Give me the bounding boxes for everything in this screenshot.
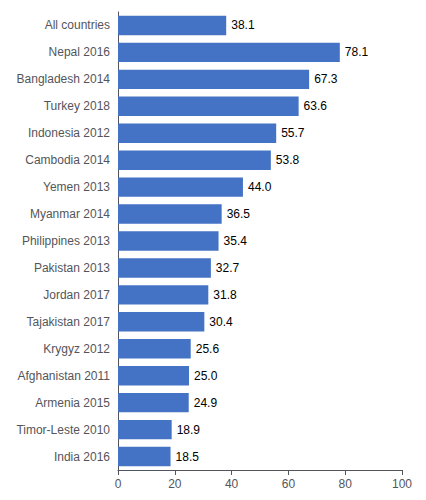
svg-text:36.5: 36.5 xyxy=(227,207,251,221)
svg-text:55.7: 55.7 xyxy=(281,126,305,140)
svg-text:Armenia 2015: Armenia 2015 xyxy=(35,396,110,410)
svg-text:25.0: 25.0 xyxy=(194,369,218,383)
svg-text:Turkey 2018: Turkey 2018 xyxy=(44,99,111,113)
svg-text:25.6: 25.6 xyxy=(196,342,220,356)
svg-text:Afghanistan 2011: Afghanistan 2011 xyxy=(17,369,110,383)
svg-text:80: 80 xyxy=(339,477,353,491)
svg-text:18.9: 18.9 xyxy=(177,423,201,437)
svg-text:Cambodia 2014: Cambodia 2014 xyxy=(25,153,110,167)
svg-text:0: 0 xyxy=(115,477,122,491)
svg-text:Jordan 2017: Jordan 2017 xyxy=(43,288,110,302)
svg-text:Indonesia 2012: Indonesia 2012 xyxy=(28,126,110,140)
svg-text:32.7: 32.7 xyxy=(216,261,240,275)
svg-text:Yemen 2013: Yemen 2013 xyxy=(43,180,110,194)
svg-text:100: 100 xyxy=(392,477,412,491)
svg-text:78.1: 78.1 xyxy=(345,45,369,59)
svg-text:67.3: 67.3 xyxy=(314,72,338,86)
svg-text:All countries: All countries xyxy=(45,18,110,32)
svg-text:44.0: 44.0 xyxy=(248,180,272,194)
svg-text:Timor-Leste 2010: Timor-Leste 2010 xyxy=(16,423,110,437)
svg-text:Tajakistan 2017: Tajakistan 2017 xyxy=(27,315,111,329)
svg-text:Bangladesh 2014: Bangladesh 2014 xyxy=(17,72,111,86)
svg-text:Nepal 2016: Nepal 2016 xyxy=(49,45,111,59)
svg-text:40: 40 xyxy=(225,477,239,491)
svg-text:Pakistan 2013: Pakistan 2013 xyxy=(34,261,110,275)
svg-text:60: 60 xyxy=(282,477,296,491)
svg-text:Krygyz 2012: Krygyz 2012 xyxy=(43,342,110,356)
svg-text:20: 20 xyxy=(168,477,182,491)
svg-text:18.5: 18.5 xyxy=(176,450,200,464)
svg-text:Philippines 2013: Philippines 2013 xyxy=(22,234,110,248)
svg-text:63.6: 63.6 xyxy=(304,99,328,113)
svg-text:24.9: 24.9 xyxy=(194,396,218,410)
svg-text:Myanmar 2014: Myanmar 2014 xyxy=(30,207,110,221)
svg-text:53.8: 53.8 xyxy=(276,153,300,167)
svg-text:30.4: 30.4 xyxy=(209,315,233,329)
svg-text:India 2016: India 2016 xyxy=(54,450,110,464)
svg-text:31.8: 31.8 xyxy=(213,288,237,302)
svg-text:38.1: 38.1 xyxy=(231,18,255,32)
svg-text:35.4: 35.4 xyxy=(224,234,248,248)
